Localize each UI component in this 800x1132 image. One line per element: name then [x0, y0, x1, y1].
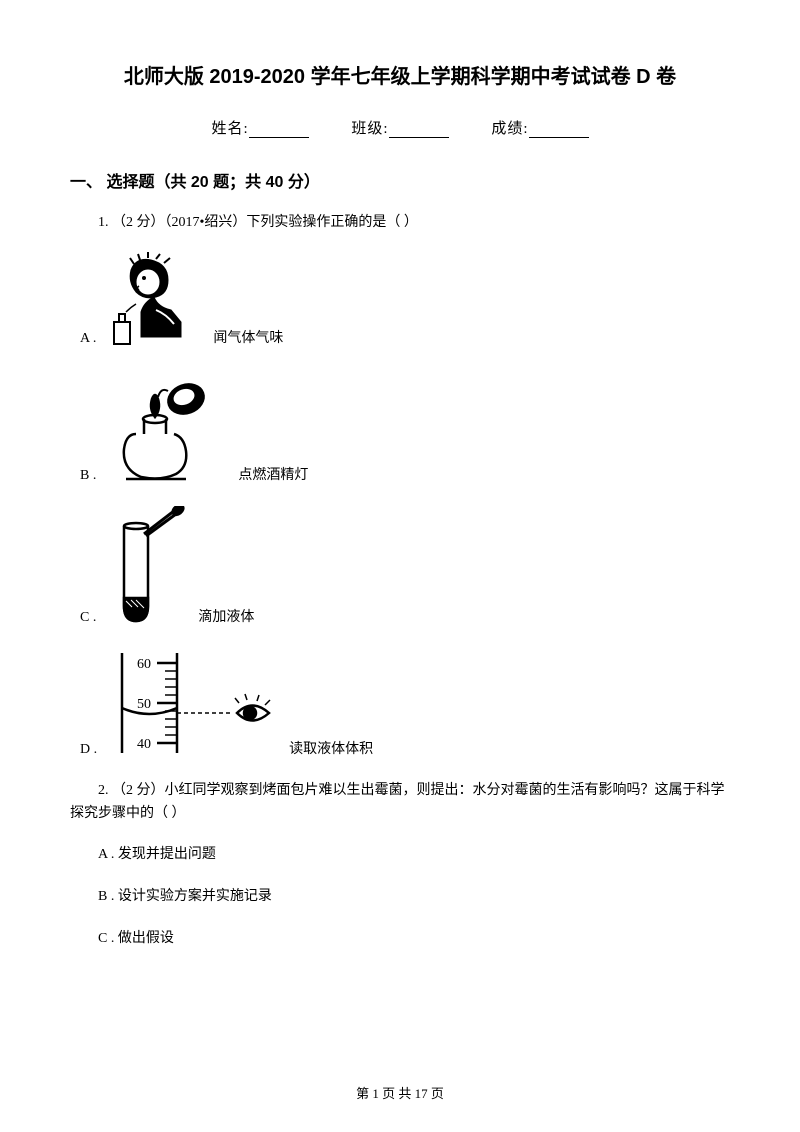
- class-label: 班级:: [351, 121, 388, 137]
- read-volume-diagram: 60 50 40: [107, 648, 277, 758]
- q2-option-a: A . 发现并提出问题: [98, 843, 730, 863]
- option-b-text: 点燃酒精灯: [238, 464, 308, 484]
- tick-50: 50: [137, 697, 151, 712]
- q1-option-b: B . 点燃酒精灯: [80, 369, 730, 484]
- q1-option-c: C . 滴加液体: [80, 506, 730, 626]
- option-d-text: 读取液体体积: [289, 738, 373, 758]
- q1-option-d: D .: [80, 648, 730, 758]
- score-label: 成绩:: [491, 121, 528, 137]
- form-line: 姓名: 班级: 成绩:: [70, 117, 730, 138]
- tick-60: 60: [137, 657, 151, 672]
- option-a-label: A .: [80, 331, 96, 347]
- name-blank[interactable]: [249, 124, 309, 138]
- tick-40: 40: [137, 737, 151, 752]
- option-c-label: C .: [80, 610, 96, 626]
- q1-option-a: A . 闻气: [80, 252, 730, 347]
- option-c-text: 滴加液体: [198, 606, 254, 626]
- option-d-label: D .: [80, 742, 97, 758]
- q2-option-c: C . 做出假设: [98, 927, 730, 947]
- light-lamp-diagram: [106, 369, 226, 484]
- q2-stem: 2. （2 分）小红同学观察到烤面包片难以生出霉菌，则提出：水分对霉菌的生活有影…: [70, 780, 730, 825]
- q1-stem: 1. （2 分）（2017•绍兴）下列实验操作正确的是（ ）: [70, 212, 730, 234]
- exam-title: 北师大版 2019-2020 学年七年级上学期科学期中考试试卷 D 卷: [70, 60, 730, 89]
- score-blank[interactable]: [529, 124, 589, 138]
- name-label: 姓名:: [211, 121, 248, 137]
- class-blank[interactable]: [389, 124, 449, 138]
- dropper-diagram: [106, 506, 186, 626]
- page-footer: 第 1 页 共 17 页: [0, 1083, 800, 1102]
- option-b-label: B .: [80, 468, 96, 484]
- q2-option-b: B . 设计实验方案并实施记录: [98, 885, 730, 905]
- smell-gas-diagram: [106, 252, 201, 347]
- option-a-text: 闻气体气味: [213, 327, 283, 347]
- section-1-header: 一、 选择题（共 20 题；共 40 分）: [70, 168, 730, 192]
